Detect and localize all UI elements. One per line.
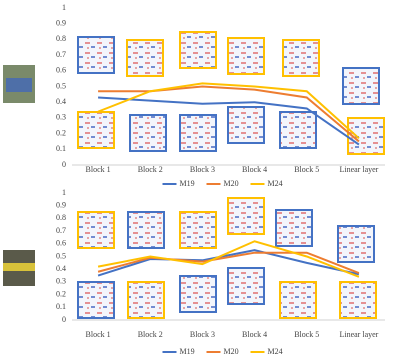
series-line [97,249,360,277]
y-tick-label: 0.2 [56,289,66,298]
heatmap-thumbnail [227,267,265,305]
heatmap-thumbnail [179,211,217,249]
y-tick-label: 0.7 [56,50,66,59]
x-tick-label: Block 1 [86,330,111,339]
input-photo-detail [3,263,35,271]
y-tick-label: 1 [62,3,66,12]
y-tick-label: 1 [62,188,66,197]
x-tick-label: Block 3 [190,330,215,339]
heatmap-thumbnail [339,281,377,319]
heatmap-thumbnail [126,39,164,77]
heatmap-thumbnail [337,225,375,263]
y-tick-label: 0.1 [56,302,66,311]
legend-label: M20 [224,179,239,188]
y-tick-label: 0.9 [56,19,66,28]
heatmap-thumbnail [282,39,320,77]
series-line [98,85,360,143]
heatmap-thumbnail [179,114,217,152]
heatmap-thumbnail [129,114,167,152]
y-tick-label: 0.6 [56,239,66,248]
x-tick-label: Block 3 [190,165,215,174]
heatmap-thumbnail [227,37,265,75]
y-tick-label: 0.4 [56,97,66,106]
heatmap-thumbnail [179,275,217,313]
heatmap-thumbnail [227,197,265,235]
y-tick-label: 0.9 [56,201,66,210]
heatmap-thumbnail [279,111,317,149]
heatmap-thumbnail [279,281,317,319]
y-tick-label: 0.8 [56,34,66,43]
series-line [98,96,360,146]
y-tick-label: 0.6 [56,66,66,75]
x-tick-label: Block 2 [138,330,163,339]
series-line [97,240,360,278]
x-tick-label: Block 2 [138,165,163,174]
y-tick-label: 0.7 [56,226,66,235]
legend-label: M24 [268,347,283,356]
heatmap-thumbnail [127,281,165,319]
heatmap-thumbnail [77,211,115,249]
legend-label: M19 [180,347,195,356]
x-tick-label: Block 4 [242,330,267,339]
y-tick-label: 0.5 [56,251,66,260]
x-tick-label: Block 5 [294,330,319,339]
heatmap-thumbnail [77,36,115,74]
y-tick-label: 0.4 [56,264,66,273]
legend-label: M20 [224,347,239,356]
y-tick-label: 0.5 [56,81,66,90]
y-tick-label: 0 [62,160,66,169]
heatmap-thumbnail [77,111,115,149]
y-tick-label: 0.3 [56,113,66,122]
y-tick-label: 0.3 [56,277,66,286]
x-tick-label: Linear layer [339,165,378,174]
y-tick-label: 0 [62,315,66,324]
x-tick-label: Linear layer [339,330,378,339]
heatmap-thumbnail [227,106,265,144]
x-tick-label: Block 5 [294,165,319,174]
y-tick-label: 0.8 [56,213,66,222]
x-tick-label: Block 4 [242,165,267,174]
y-tick-label: 0.2 [56,128,66,137]
heatmap-thumbnail [77,281,115,319]
series-line [97,82,360,140]
x-tick-label: Block 1 [86,165,111,174]
series-line [97,251,360,274]
heatmap-thumbnail [127,211,165,249]
heatmap-thumbnail [342,67,380,105]
heatmap-thumbnail [275,209,313,247]
heatmap-thumbnail [179,31,217,69]
y-tick-label: 0.1 [56,144,66,153]
legend-label: M24 [268,179,283,188]
input-photo-detail [6,78,32,92]
legend-label: M19 [180,179,195,188]
